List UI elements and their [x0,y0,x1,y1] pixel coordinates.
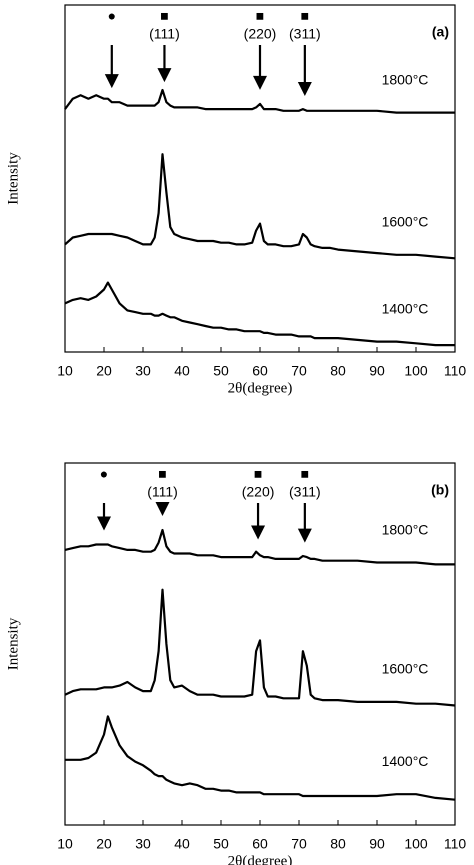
y-axis-label: Intensity [5,617,21,670]
y-axis-label: Intensity [5,152,21,205]
panel-label: (a) [432,24,449,40]
series-label: 1600°C [382,661,429,677]
phase-marker: ■ [158,466,166,482]
phase-marker: ■ [254,466,262,482]
peak-label: (311) [289,26,321,42]
x-tick-label: 80 [330,363,346,379]
arrow-head [157,68,172,83]
phase-marker: ■ [256,8,264,24]
series-label: 1600°C [382,214,429,230]
series-line [64,528,455,566]
x-tick-label: 100 [404,363,428,379]
x-tick-label: 40 [174,836,190,852]
arrow-head [251,525,266,540]
x-axis-label: 2θ(degree) [228,853,293,865]
phase-marker: ■ [301,8,309,24]
x-tick-label: 60 [252,363,268,379]
x-tick-label: 90 [369,363,385,379]
x-tick-label: 30 [135,836,151,852]
x-tick-label: 110 [444,363,467,379]
x-tick-label: 100 [404,836,428,852]
x-tick-label: 60 [252,836,268,852]
arrow-head [97,516,111,531]
x-tick-label: 50 [213,836,229,852]
series-line [64,153,456,260]
x-tick-label: 10 [57,836,73,852]
peak-label: (111) [147,484,178,500]
series-line [64,88,455,114]
arrow-head [253,75,267,90]
x-tick-label: 40 [174,363,190,379]
phase-marker: ■ [160,8,168,24]
arrow-head [297,528,312,543]
x-tick-label: 20 [96,363,112,379]
x-tick-label: 30 [135,363,151,379]
series-label: 1400°C [382,300,429,316]
arrow-head [104,74,119,89]
arrow-head [155,501,170,516]
x-tick-label: 80 [330,836,346,852]
x-tick-label: 70 [291,363,307,379]
series-line [64,281,455,347]
series-label: 1800°C [382,71,429,87]
peak-label: (220) [244,26,277,42]
x-tick-label: 110 [444,836,467,852]
series-label: 1800°C [382,521,429,537]
x-tick-label: 90 [369,836,385,852]
phase-marker: ● [108,8,116,24]
series-line [65,715,456,801]
peak-label: (111) [149,26,180,42]
x-tick-label: 20 [96,836,112,852]
series-label: 1400°C [382,753,429,769]
panel-label: (b) [431,482,449,498]
peak-label: (311) [289,484,321,500]
panel: 10 20 30 40 50 60 70 80 90 100 110 2θ(degree) Intens… [5,462,467,865]
x-tick-label: 50 [213,363,229,379]
x-tick-label: 70 [291,836,307,852]
arrow-head [297,81,312,96]
series-line [64,588,456,707]
phase-marker: ● [100,466,108,482]
phase-marker: ■ [301,466,309,482]
peak-label: (220) [242,484,275,500]
x-tick-label: 10 [57,363,73,379]
panel: 10 20 30 40 50 60 70 80 90 100 110 2θ(degree) Intens… [5,4,467,396]
x-axis-label: 2θ(degree) [228,380,293,396]
